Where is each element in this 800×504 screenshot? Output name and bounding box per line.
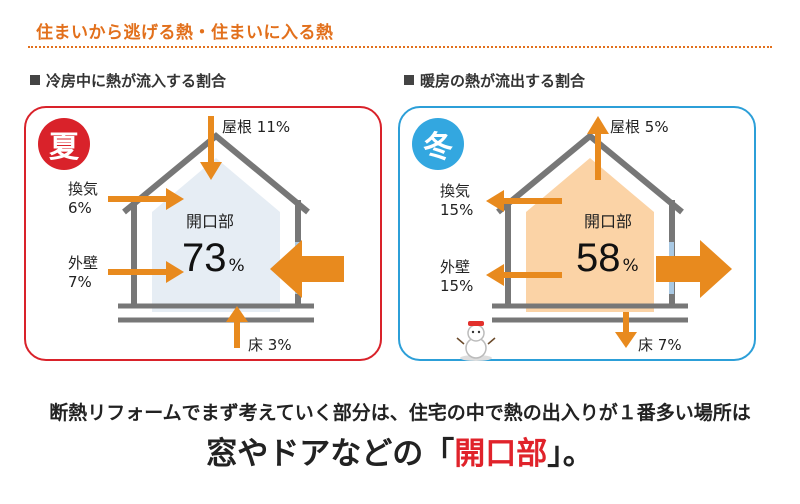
winter-wall-arrow [486, 264, 562, 286]
summer-opening-number: 73 [182, 236, 227, 280]
footer-description: 断熱リフォームでまず考えていく部分は、住宅の中で熱の出入りが１番多い場所は [49, 402, 751, 424]
summer-opening-percent: 73% [182, 236, 245, 281]
winter-house-diagram [486, 116, 732, 348]
winter-badge: 冬 [412, 118, 464, 170]
summer-house-diagram [108, 116, 344, 348]
summer-opening-arrow [270, 240, 344, 298]
summer-opening-label: 開口部 [186, 212, 235, 231]
summer-floor-arrow [226, 306, 248, 348]
summer-wall-text: 外壁 [68, 254, 99, 272]
summer-wall-value: 7% [68, 273, 92, 291]
winter-roof-text: 屋根 [610, 118, 641, 136]
winter-roof-arrow [587, 116, 609, 180]
summer-wall-label: 外壁 7% [68, 254, 98, 292]
winter-wall-label: 外壁 15% [440, 258, 473, 296]
square-bullet-icon [30, 75, 40, 85]
winter-wall-value: 15% [440, 277, 474, 295]
footer-conclusion-highlight: 開口部 [454, 436, 548, 472]
summer-panel: 夏 屋根 11% 換気 6% 外壁 7% 床 3% 開口部 73% [24, 106, 382, 361]
winter-panel-label: 暖房の熱が流出する割合 [404, 70, 585, 91]
summer-ventilation-arrow [108, 188, 184, 210]
summer-floor-text: 床 [248, 336, 264, 354]
footer-conclusion: 窓やドアなどの「開口部」。 [0, 428, 800, 473]
summer-floor-label: 床 3% [248, 336, 292, 355]
snowman-icon [456, 321, 496, 361]
winter-wall-text: 外壁 [440, 258, 471, 276]
winter-opening-percent: 58% [576, 236, 639, 281]
winter-roof-label: 屋根 5% [610, 118, 669, 137]
summer-ventilation-label: 換気 6% [68, 180, 98, 218]
winter-ventilation-arrow [486, 190, 562, 212]
summer-roof-value: 11% [256, 118, 291, 136]
summer-label-text: 冷房中に熱が流入する割合 [46, 72, 227, 90]
winter-floor-arrow [615, 312, 637, 348]
winter-opening-label: 開口部 [584, 212, 633, 231]
winter-ventilation-text: 換気 [440, 182, 471, 200]
winter-opening-number: 58 [576, 236, 621, 280]
winter-ventilation-value: 15% [440, 201, 474, 219]
summer-floor-value: 3% [267, 336, 292, 354]
summer-opening-unit: % [228, 256, 245, 276]
summer-roof-arrow [200, 116, 222, 180]
summer-badge: 夏 [38, 118, 90, 170]
winter-label-text: 暖房の熱が流出する割合 [420, 72, 586, 90]
summer-ventilation-text: 換気 [68, 180, 99, 198]
winter-floor-value: 7% [657, 336, 682, 354]
winter-house-roof [496, 132, 684, 215]
summer-panel-label: 冷房中に熱が流入する割合 [30, 70, 226, 91]
winter-opening-arrow [656, 240, 732, 298]
summer-house-roof [122, 132, 310, 215]
winter-floor-text: 床 [638, 336, 654, 354]
footer-conclusion-pre: 窓やドアなどの「 [206, 436, 455, 472]
page-title: 住まいから逃げる熱・住まいに入る熱 [36, 23, 334, 43]
winter-house-interior [526, 158, 654, 312]
footer-conclusion-post: 」。 [547, 436, 594, 472]
summer-roof-label: 屋根 11% [222, 118, 290, 137]
winter-roof-value: 5% [644, 118, 669, 136]
winter-opening-unit: % [622, 256, 639, 276]
summer-roof-text: 屋根 [222, 118, 253, 136]
summer-house-interior [152, 158, 280, 312]
summer-ventilation-value: 6% [68, 199, 92, 217]
winter-ventilation-label: 換気 15% [440, 182, 473, 220]
square-bullet-icon [404, 75, 414, 85]
summer-wall-arrow [108, 261, 184, 283]
winter-panel: 冬 屋根 5% 換気 15% 外壁 15% 床 7% 開口部 58% [398, 106, 756, 361]
winter-floor-label: 床 7% [638, 336, 682, 355]
title-divider [28, 46, 772, 48]
